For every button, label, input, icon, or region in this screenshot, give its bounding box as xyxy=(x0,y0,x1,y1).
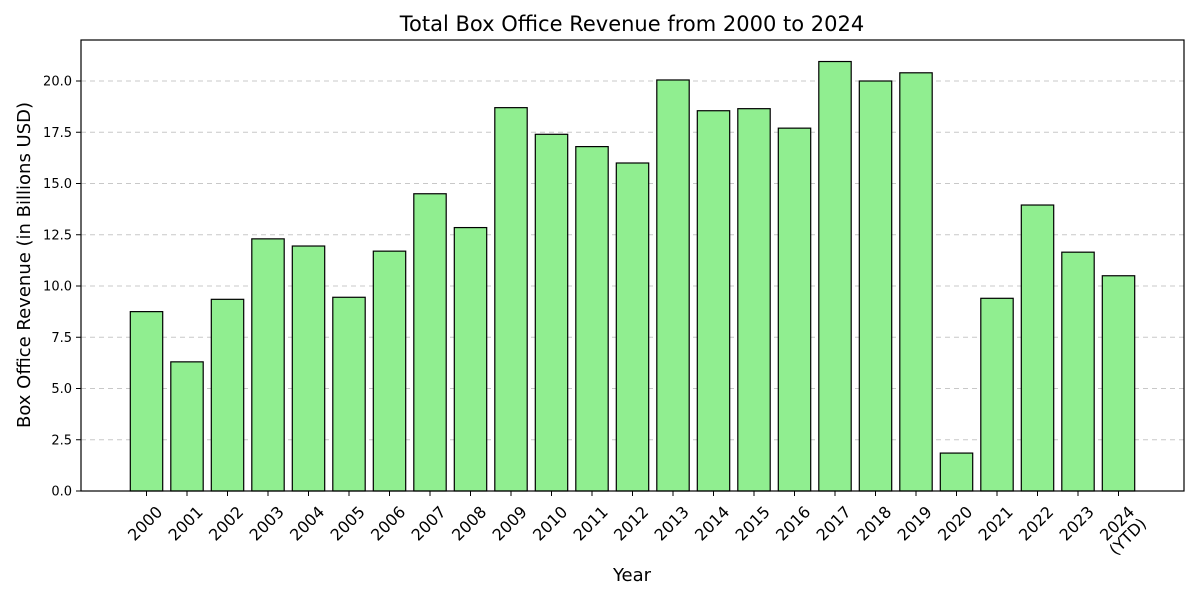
x-tick-label: 2003 xyxy=(246,502,288,544)
bar-2019 xyxy=(899,72,933,492)
bars xyxy=(129,60,1136,492)
x-tick-label: 2020 xyxy=(934,502,976,544)
x-tick-label: 2017 xyxy=(813,502,855,544)
x-tick-label: 2014 xyxy=(691,502,733,544)
bar-2009 xyxy=(494,107,528,492)
x-axis-ticks: 2000200120022003200420052006200720082009… xyxy=(124,491,1150,559)
bar-2013 xyxy=(656,79,690,492)
y-tick-label: 2.5 xyxy=(51,433,72,448)
x-tick-label: 2004 xyxy=(286,502,328,544)
y-tick-label: 20.0 xyxy=(43,75,72,90)
y-tick-label: 17.5 xyxy=(43,126,72,141)
x-tick-label: 2010 xyxy=(529,502,571,544)
bar-2021 xyxy=(980,297,1014,492)
x-tick-label: 2013 xyxy=(651,502,693,544)
x-tick-label: 2015 xyxy=(732,502,774,544)
bar-2024 xyxy=(1101,275,1136,492)
x-tick-label: 2007 xyxy=(408,502,450,544)
bar-2015 xyxy=(737,108,771,492)
x-tick-label: 2002 xyxy=(205,502,247,544)
bar-2007 xyxy=(413,193,447,492)
bar-2003 xyxy=(251,238,285,492)
x-tick-label: 2000 xyxy=(124,502,166,544)
x-tick-label: 2016 xyxy=(772,502,814,544)
y-tick-label: 12.5 xyxy=(43,228,72,243)
x-tick-label: 2005 xyxy=(327,502,369,544)
bar-2018 xyxy=(858,80,893,492)
y-tick-label: 15.0 xyxy=(43,177,72,192)
x-tick-label: 2022 xyxy=(1015,502,1057,544)
y-tick-label: 7.5 xyxy=(51,331,72,346)
x-tick-label: 2012 xyxy=(610,502,652,544)
bar-2022 xyxy=(1020,204,1055,492)
bar-2005 xyxy=(332,296,366,492)
bar-2004 xyxy=(291,245,326,492)
x-tick-label: 2011 xyxy=(570,502,612,544)
bar-2020 xyxy=(939,452,974,492)
x-tick-label: 2024(YTD) xyxy=(1093,502,1150,559)
bar-2000 xyxy=(129,311,164,492)
x-tick-label: 2001 xyxy=(165,502,207,544)
y-tick-label: 0.0 xyxy=(51,485,72,500)
x-tick-label: 2023 xyxy=(1056,502,1098,544)
x-tick-label: 2008 xyxy=(448,502,490,544)
x-tick-label: 2009 xyxy=(489,502,531,544)
y-tick-label: 10.0 xyxy=(43,280,72,295)
x-tick-label: 2021 xyxy=(975,502,1017,544)
bar-2008 xyxy=(453,226,488,492)
bar-2002 xyxy=(210,298,245,492)
bar-2001 xyxy=(170,361,204,492)
x-axis-label: Year xyxy=(612,565,652,586)
bar-2014 xyxy=(696,110,731,492)
y-axis-label: Box Office Revenue (in Billions USD) xyxy=(14,102,35,428)
x-tick-label: 2006 xyxy=(367,502,409,544)
x-tick-label: 2019 xyxy=(894,502,936,544)
y-tick-label: 5.0 xyxy=(51,382,72,397)
bar-2011 xyxy=(575,146,609,492)
bar-2023 xyxy=(1061,251,1095,492)
chart-title: Total Box Office Revenue from 2000 to 20… xyxy=(399,12,864,36)
y-axis-ticks: 0.0 2.5 5.0 7.5 10.0 12.5 15.0 17.5 20.0 xyxy=(43,75,81,500)
bar-2010 xyxy=(534,133,569,492)
bar-2012 xyxy=(615,162,650,492)
x-tick-label: 2018 xyxy=(853,502,895,544)
bar-2017 xyxy=(818,60,852,492)
bar-2006 xyxy=(372,250,407,492)
bar-2016 xyxy=(777,127,812,492)
